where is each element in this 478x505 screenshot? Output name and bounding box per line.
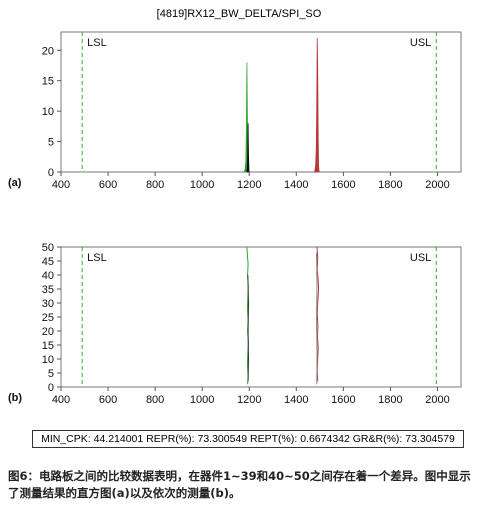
y-tick-label: 0 <box>48 382 54 394</box>
x-tick-label: 600 <box>99 394 117 406</box>
plot-area <box>60 246 462 388</box>
y-tick-label: 5 <box>48 368 54 380</box>
y-tick-label: 35 <box>42 284 54 296</box>
series-0-line <box>246 246 249 385</box>
stats-readout: MIN_CPK: 44.214001 REPR(%): 73.300549 RE… <box>32 430 464 448</box>
y-tick-label: 5 <box>48 137 54 149</box>
y-tick-label: 10 <box>42 106 54 118</box>
y-tick-label: 15 <box>42 76 54 88</box>
x-tick-label: 1200 <box>237 394 261 406</box>
x-tick-label: 800 <box>146 394 164 406</box>
panel-label: (a) <box>8 177 22 189</box>
panel-label: (b) <box>8 392 22 404</box>
y-tick-label: 20 <box>42 326 54 338</box>
x-tick-label: 2000 <box>425 179 449 191</box>
y-tick-label: 25 <box>42 312 54 324</box>
chart-b: (b) 400 600 800 1000 1200 1400 1600 1800 2000 0 5 10… <box>8 242 462 406</box>
x-tick-label: 1600 <box>331 179 355 191</box>
x-tick-label: 1200 <box>237 179 261 191</box>
chart-title: [4819]RX12_BW_DELTA/SPI_SO <box>156 8 322 20</box>
spec-limit-label-usl: USL <box>410 252 431 264</box>
series-1-line <box>247 274 250 382</box>
y-tick-label: 20 <box>42 45 54 57</box>
x-tick-label: 1400 <box>284 394 308 406</box>
spec-limit-label-lsl: LSL <box>87 37 107 49</box>
figure-caption: 图6：电路板之间的比较数据表明，在器件1~39和40~50之间存在着一个差异。图… <box>8 469 471 500</box>
chart-a: (a) 400 600 800 1000 1200 1400 1600 1800 2000 0 5 10… <box>8 31 462 191</box>
x-tick-label: 2000 <box>425 394 449 406</box>
x-tick-label: 600 <box>99 179 117 191</box>
x-tick-label: 400 <box>52 179 70 191</box>
y-tick-label: 0 <box>48 167 54 179</box>
x-tick-label: 1600 <box>331 394 355 406</box>
plot-area <box>60 31 462 173</box>
y-tick-label: 10 <box>42 354 54 366</box>
y-tick-label: 30 <box>42 298 54 310</box>
y-tick-label: 15 <box>42 340 54 352</box>
y-tick-label: 45 <box>42 256 54 268</box>
x-tick-label: 800 <box>146 179 164 191</box>
series-1-area <box>246 123 250 173</box>
x-tick-label: 1800 <box>378 179 402 191</box>
x-tick-label: 400 <box>52 394 70 406</box>
x-tick-label: 1800 <box>378 394 402 406</box>
spec-limit-label-lsl: LSL <box>87 252 107 264</box>
y-tick-label: 50 <box>42 242 54 254</box>
x-tick-label: 1000 <box>190 179 214 191</box>
x-tick-label: 1000 <box>190 394 214 406</box>
series-2-area <box>314 38 320 173</box>
spec-limit-label-usl: USL <box>410 37 431 49</box>
y-tick-label: 40 <box>42 270 54 282</box>
x-tick-label: 1400 <box>284 179 308 191</box>
series-3-line <box>315 252 318 385</box>
